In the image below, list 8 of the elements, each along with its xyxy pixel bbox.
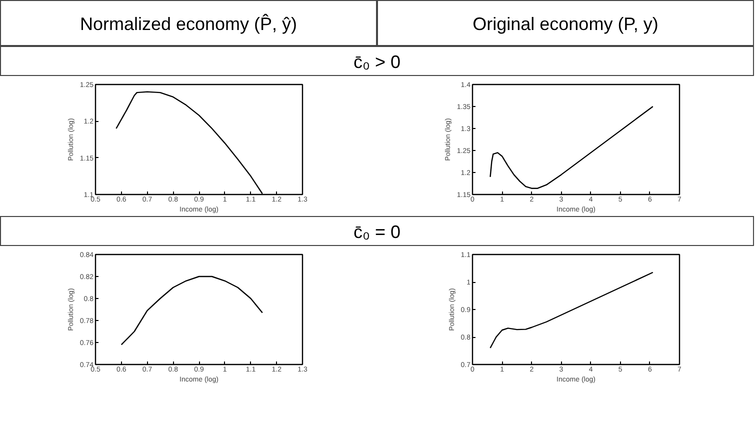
text: Original economy (P, y) xyxy=(472,13,658,36)
text: Normalized economy (P̂, ŷ) xyxy=(80,12,298,36)
line-series xyxy=(490,106,654,189)
line-series xyxy=(116,91,263,194)
text: c̄₀ > 0 xyxy=(354,51,400,74)
line-series xyxy=(120,276,263,346)
text: c̄₀ = 0 xyxy=(354,221,400,244)
line-series xyxy=(490,272,654,349)
